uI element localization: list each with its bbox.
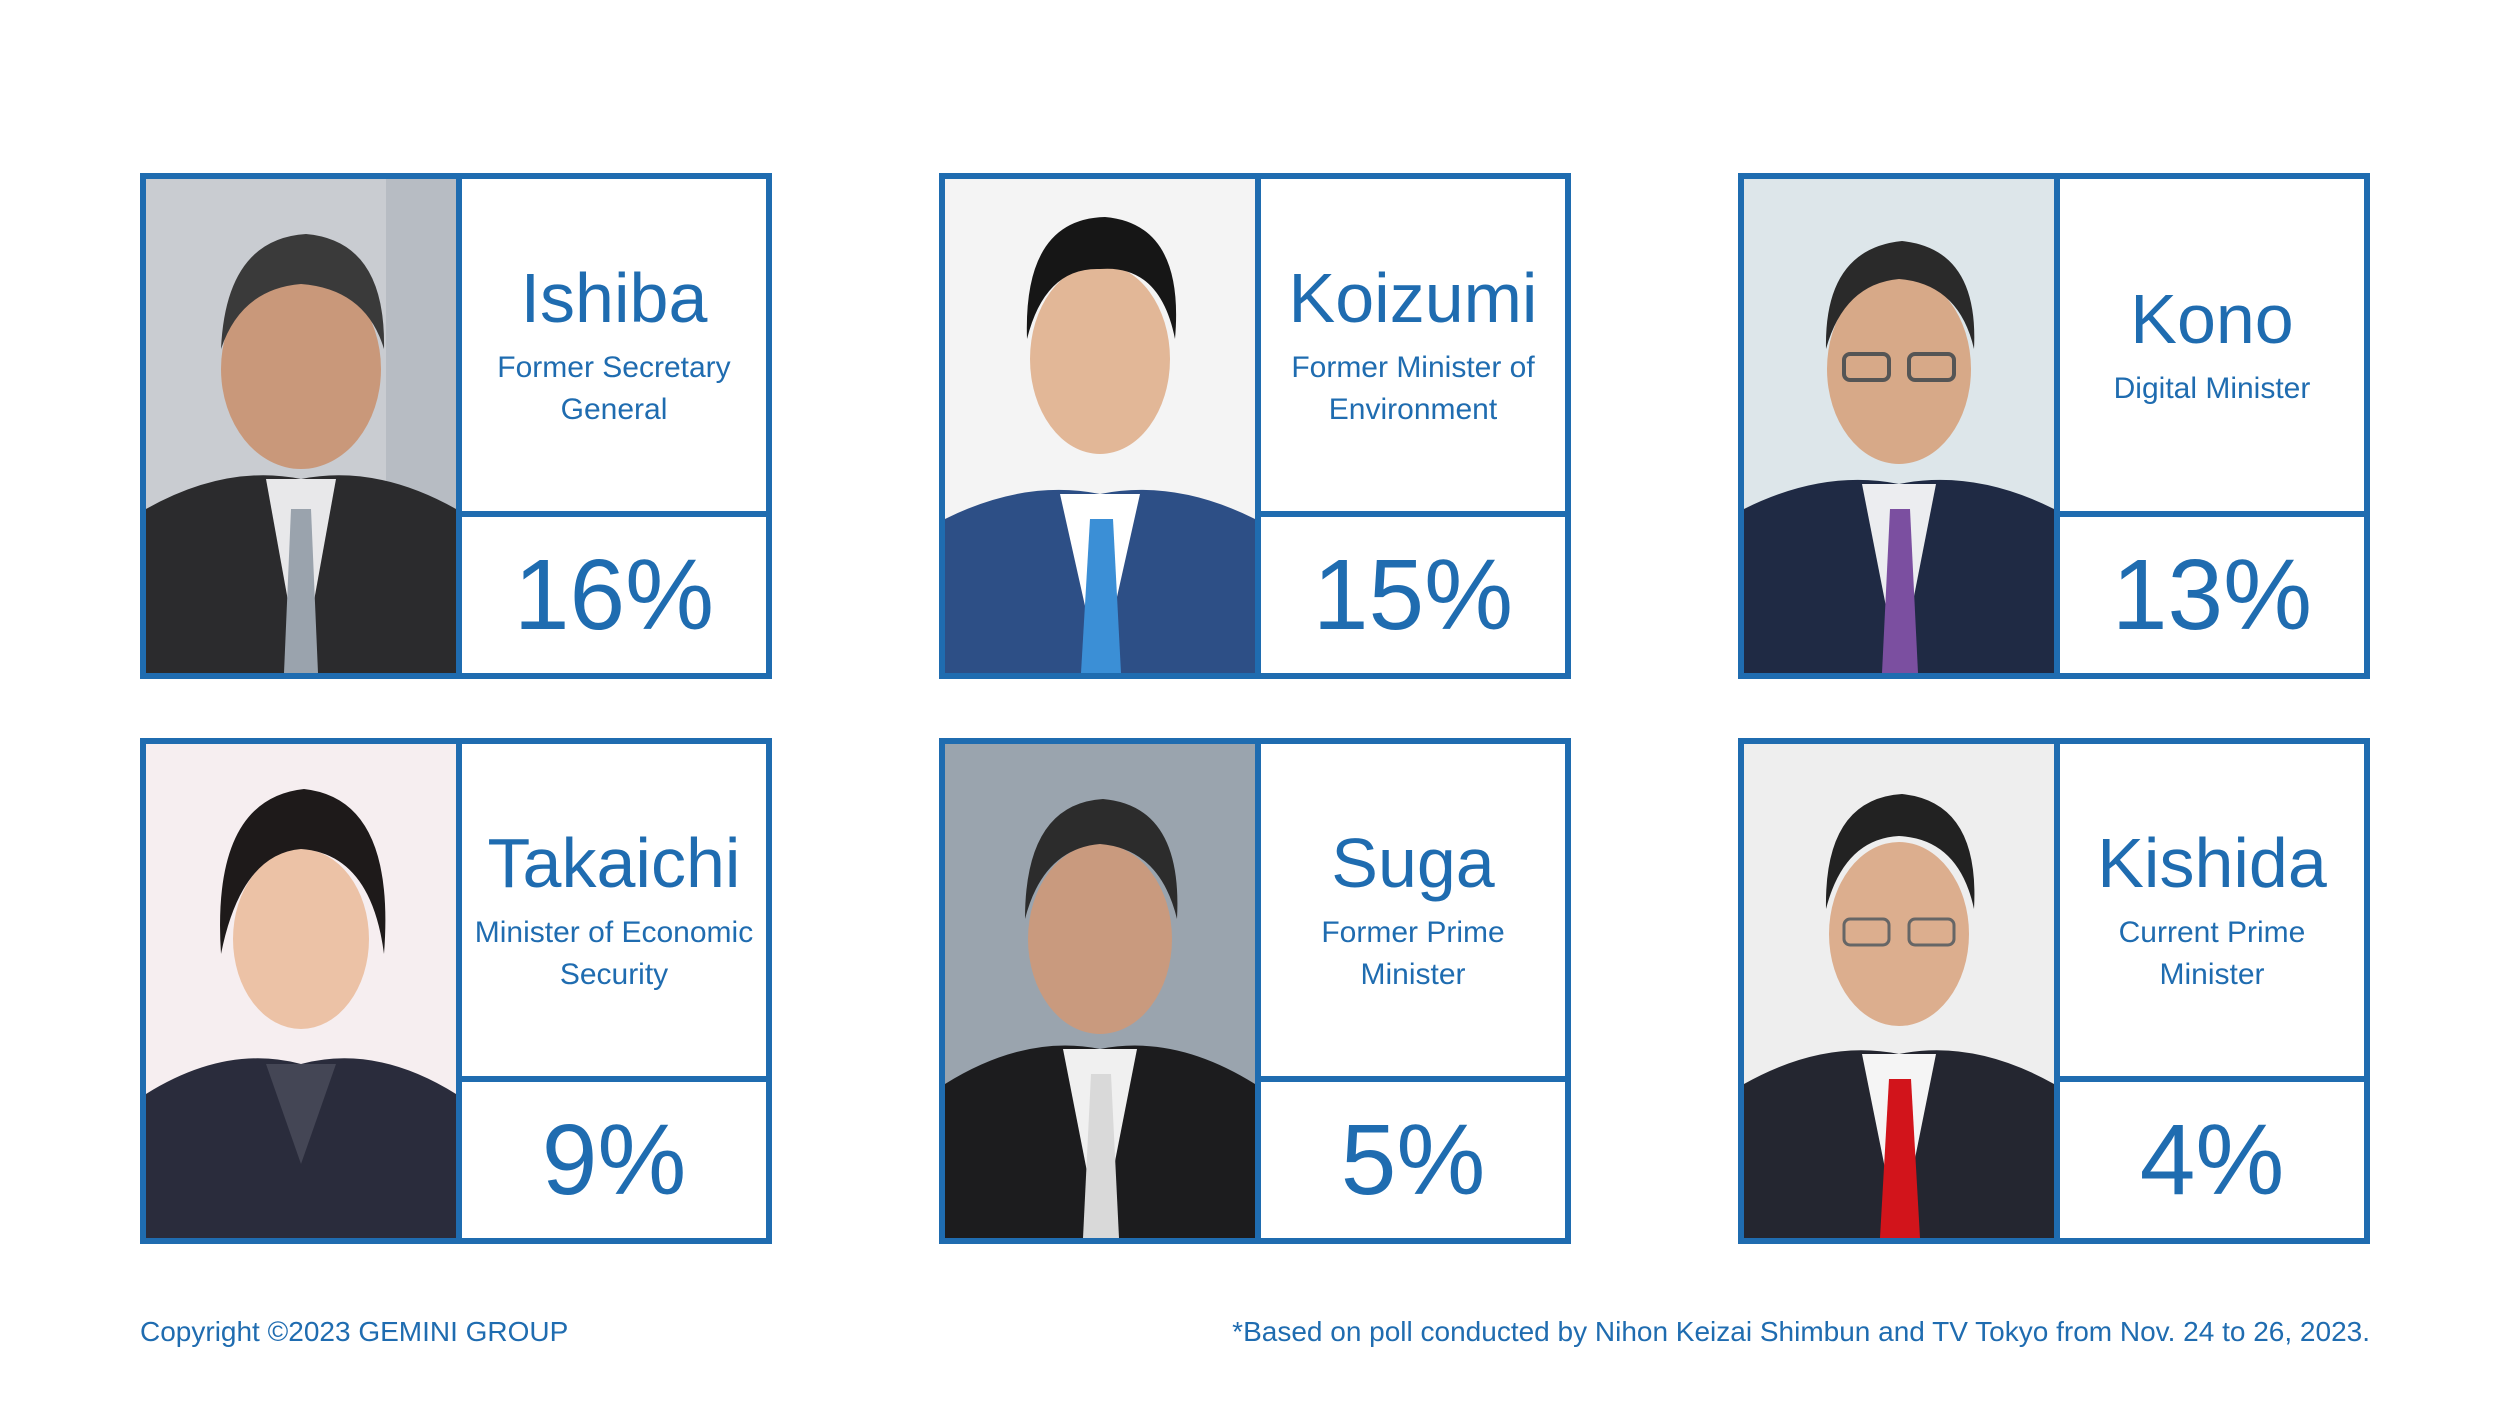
candidate-role: Current Prime Minister [2118, 915, 2306, 991]
name-box: Ishiba Former Secretary General [462, 179, 766, 517]
copyright-text: Copyright ©2023 GEMINI GROUP [140, 1316, 569, 1347]
candidate-role: Former Minister of Environment [1291, 350, 1535, 426]
candidate-info: Suga Former Prime Minister 5% [1255, 744, 1565, 1238]
candidate-card-suga: Suga Former Prime Minister 5% [939, 738, 1571, 1244]
percent-box: 4% [2060, 1082, 2364, 1238]
poll-percentage: 16% [513, 538, 715, 651]
candidate-card-koizumi: Koizumi Former Minister of Environment 1… [939, 173, 1571, 679]
percent-box: 13% [2060, 517, 2364, 673]
portrait-photo-takaichi [146, 744, 456, 1238]
candidate-card-kono: Kono Digital Minister 13% [1738, 173, 2370, 679]
candidate-info: Takaichi Minister of Economic Security 9… [456, 744, 766, 1238]
candidate-name: Takaichi [487, 823, 741, 902]
portrait-photo-ishiba [146, 179, 456, 673]
candidate-card-ishiba: Ishiba Former Secretary General 16% [140, 173, 772, 679]
candidate-info: Ishiba Former Secretary General 16% [456, 179, 766, 673]
name-box: Kono Digital Minister [2060, 179, 2364, 517]
candidate-info: Koizumi Former Minister of Environment 1… [1255, 179, 1565, 673]
candidate-card-kishida: Kishida Current Prime Minister 4% [1738, 738, 2370, 1244]
poll-percentage: 15% [1312, 538, 1514, 651]
candidate-role: Former Secretary General [497, 350, 731, 426]
percent-box: 15% [1261, 517, 1565, 673]
candidate-info: Kishida Current Prime Minister 4% [2054, 744, 2364, 1238]
poll-percentage: 5% [1340, 1103, 1486, 1216]
name-box: Koizumi Former Minister of Environment [1261, 179, 1565, 517]
portrait-photo-suga [945, 744, 1255, 1238]
candidate-name: Ishiba [520, 258, 708, 337]
portrait-photo-koizumi [945, 179, 1255, 673]
portrait-photo-kishida [1744, 744, 2054, 1238]
candidate-name: Suga [1331, 823, 1495, 902]
candidate-role: Former Prime Minister [1321, 915, 1505, 991]
portrait-photo-kono [1744, 179, 2054, 673]
candidate-name: Kishida [2097, 823, 2327, 902]
candidate-card-takaichi: Takaichi Minister of Economic Security 9… [140, 738, 772, 1244]
percent-box: 16% [462, 517, 766, 673]
poll-percentage: 4% [2139, 1103, 2285, 1216]
percent-box: 5% [1261, 1082, 1565, 1238]
poll-percentage: 13% [2111, 538, 2313, 651]
candidate-role: Minister of Economic Security [474, 915, 754, 991]
name-box: Takaichi Minister of Economic Security [462, 744, 766, 1082]
candidate-info: Kono Digital Minister 13% [2054, 179, 2364, 673]
candidate-role: Digital Minister [2113, 371, 2311, 405]
poll-percentage: 9% [541, 1103, 687, 1216]
candidate-name: Kono [2130, 279, 2294, 358]
percent-box: 9% [462, 1082, 766, 1238]
source-note: *Based on poll conducted by Nihon Keizai… [1232, 1316, 2370, 1347]
candidate-name: Koizumi [1288, 258, 1538, 337]
name-box: Kishida Current Prime Minister [2060, 744, 2364, 1082]
name-box: Suga Former Prime Minister [1261, 744, 1565, 1082]
